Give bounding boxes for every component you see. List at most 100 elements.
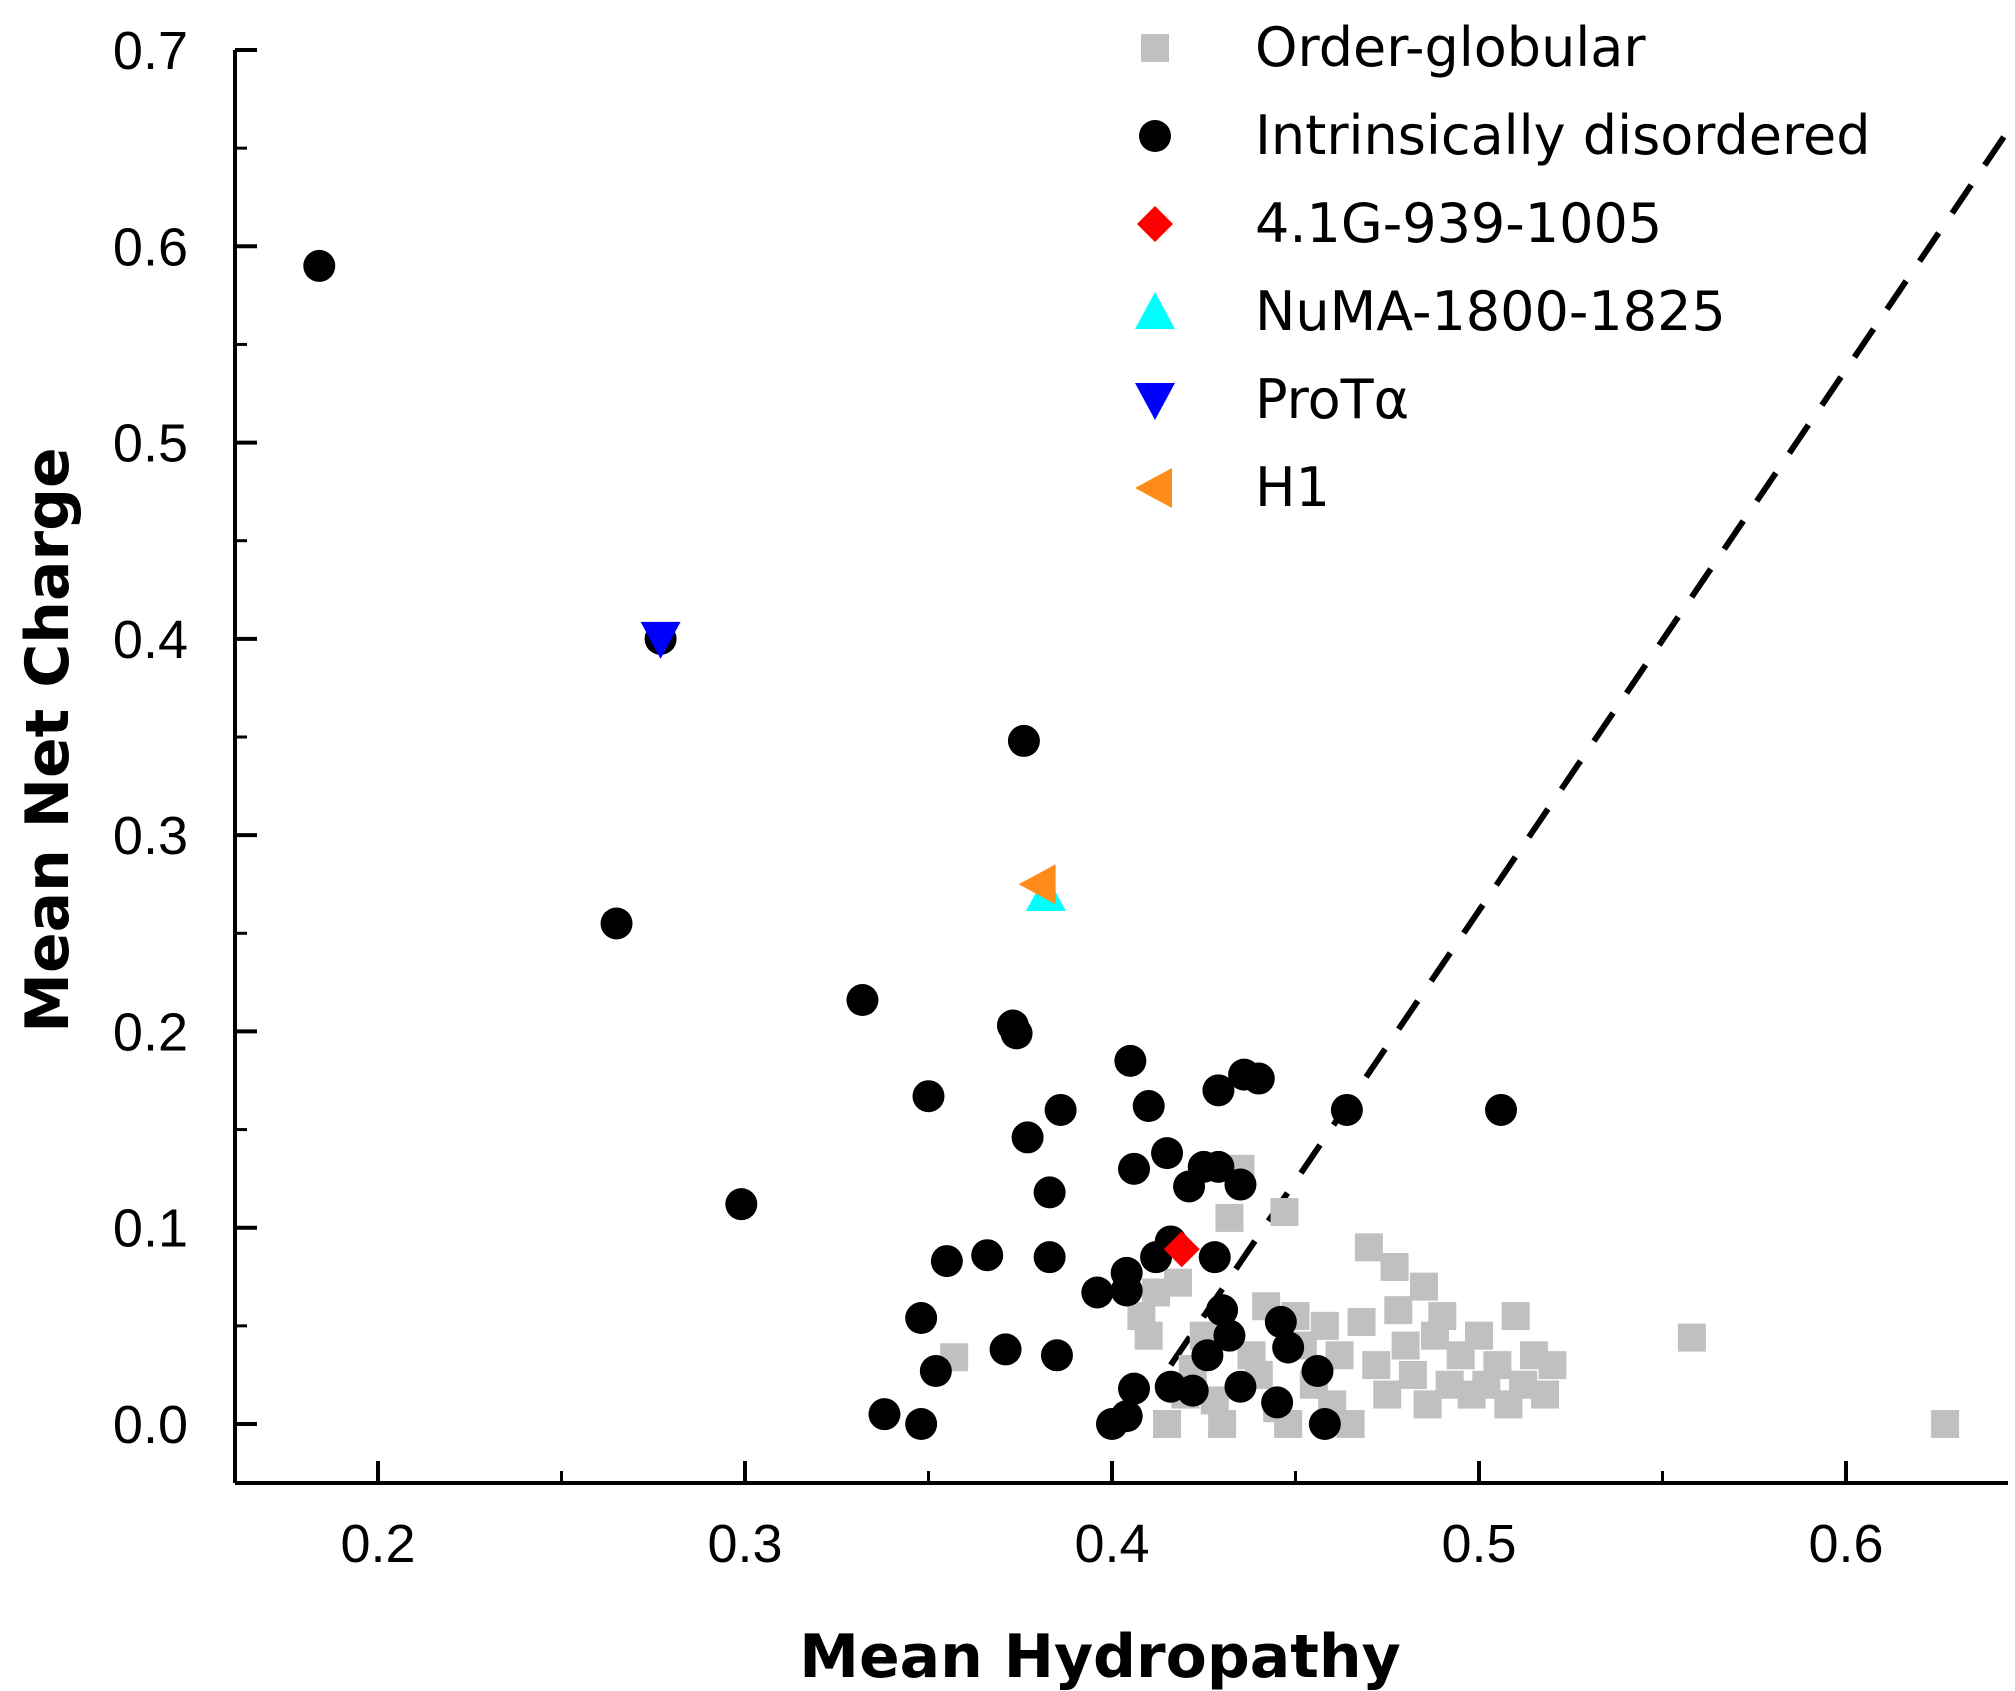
point-intrinsically-disordered: [1264, 1305, 1297, 1338]
boundary-line-group: [1168, 115, 2015, 1367]
point-intrinsically-disordered: [1110, 1274, 1143, 1307]
point-intrinsically-disordered: [1033, 1176, 1066, 1209]
point-order-globular: [1362, 1351, 1391, 1380]
point-intrinsically-disordered: [905, 1408, 938, 1440]
point-intrinsically-disordered: [1151, 1137, 1184, 1170]
point-intrinsically-disordered: [1176, 1374, 1209, 1407]
point-intrinsically-disordered: [1213, 1319, 1246, 1352]
y-tick-label: 0.2: [113, 1002, 188, 1062]
point-intrinsically-disordered: [912, 1080, 945, 1113]
series-intrinsically-disordered: [303, 249, 1518, 1440]
point-order-globular: [1398, 1360, 1427, 1389]
point-intrinsically-disordered: [1224, 1370, 1257, 1403]
point-order-globular: [1538, 1351, 1567, 1380]
x-axis-label: Mean Hydropathy: [799, 1622, 1401, 1691]
y-tick-label: 0.3: [113, 806, 188, 866]
point-order-globular: [1164, 1268, 1193, 1297]
point-intrinsically-disordered: [1040, 1339, 1073, 1372]
point-intrinsically-disordered: [1011, 1121, 1044, 1154]
point-intrinsically-disordered: [600, 907, 633, 940]
x-tick-label: 0.2: [340, 1514, 415, 1574]
point-order-globular: [1428, 1302, 1457, 1331]
point-intrinsically-disordered: [1000, 1017, 1033, 1050]
point-intrinsically-disordered: [1081, 1276, 1114, 1309]
point-intrinsically-disordered: [1118, 1152, 1151, 1185]
point-order-globular: [1354, 1233, 1383, 1262]
legend-label-h1: H1: [1255, 456, 1330, 519]
point-h1: [1018, 864, 1056, 905]
legend-marker-prot-: [1135, 383, 1175, 420]
point-intrinsically-disordered: [930, 1245, 963, 1278]
data-points: [303, 249, 1960, 1440]
point-intrinsically-disordered: [846, 984, 879, 1017]
y-tick-label: 0.4: [113, 610, 188, 670]
y-axis-label: Mean Net Charge: [13, 447, 83, 1032]
legend-marker-numa-1800-1825: [1135, 292, 1175, 329]
point-intrinsically-disordered: [1191, 1339, 1224, 1372]
point-intrinsically-disordered: [1202, 1150, 1235, 1183]
point-intrinsically-disordered: [1132, 1090, 1165, 1123]
point-intrinsically-disordered: [1118, 1372, 1151, 1405]
point-intrinsically-disordered: [1330, 1093, 1363, 1126]
point-order-globular: [1208, 1410, 1237, 1438]
legend-marker-intrinsically-disordered: [1139, 120, 1171, 152]
point-order-globular: [1931, 1410, 1960, 1438]
point-intrinsically-disordered: [725, 1188, 758, 1221]
point-intrinsically-disordered: [1007, 724, 1040, 757]
x-tick-label: 0.5: [1441, 1514, 1516, 1574]
point-order-globular: [1531, 1380, 1560, 1409]
legend-marker-4-1g-939-1005: [1137, 206, 1173, 242]
point-order-globular: [1215, 1203, 1244, 1232]
point-order-globular: [1501, 1302, 1530, 1331]
boundary-dashed-line: [1168, 115, 2015, 1367]
point-order-globular: [1270, 1198, 1299, 1227]
point-order-globular: [1391, 1331, 1420, 1360]
point-intrinsically-disordered: [1301, 1355, 1334, 1388]
point-intrinsically-disordered: [1173, 1170, 1206, 1203]
point-intrinsically-disordered: [1198, 1241, 1231, 1274]
point-order-globular: [1465, 1321, 1493, 1350]
legend-label-intrinsically-disordered: Intrinsically disordered: [1255, 104, 1871, 167]
x-tick-label: 0.3: [707, 1514, 782, 1574]
point-order-globular: [1373, 1380, 1402, 1409]
series-h1: [1018, 864, 1056, 905]
legend-marker-h1: [1135, 468, 1172, 508]
legend-label-order-globular: Order-globular: [1255, 16, 1646, 79]
point-order-globular: [1409, 1272, 1438, 1301]
point-intrinsically-disordered: [1242, 1062, 1275, 1095]
point-intrinsically-disordered: [905, 1302, 938, 1335]
point-order-globular: [1677, 1323, 1706, 1352]
point-intrinsically-disordered: [1485, 1093, 1518, 1126]
point-intrinsically-disordered: [989, 1333, 1022, 1366]
series-prot-: [640, 621, 681, 659]
point-intrinsically-disordered: [868, 1398, 901, 1431]
x-tick-label: 0.6: [1808, 1514, 1883, 1574]
point-intrinsically-disordered: [1033, 1241, 1066, 1274]
y-tick-label: 0.6: [113, 217, 188, 277]
legend-label-4-1g-939-1005: 4.1G-939-1005: [1255, 192, 1662, 255]
y-tick-label: 0.7: [113, 21, 188, 81]
point-intrinsically-disordered: [1202, 1074, 1235, 1107]
point-intrinsically-disordered: [1308, 1408, 1341, 1440]
point-intrinsically-disordered: [1224, 1168, 1257, 1201]
point-order-globular: [1380, 1252, 1409, 1281]
point-intrinsically-disordered: [919, 1355, 952, 1388]
point-intrinsically-disordered: [303, 249, 336, 282]
y-tick-label: 0.1: [113, 1199, 188, 1259]
point-intrinsically-disordered: [971, 1239, 1004, 1272]
point-intrinsically-disordered: [1044, 1093, 1077, 1126]
legend-label-prot-: ProTα: [1255, 368, 1409, 431]
point-intrinsically-disordered: [1206, 1294, 1239, 1327]
legend-marker-order-globular: [1141, 34, 1169, 62]
series-4-1g-939-1005: [1163, 1231, 1200, 1268]
point-order-globular: [1384, 1296, 1413, 1325]
point-order-globular: [1483, 1351, 1512, 1380]
x-tick-label: 0.4: [1074, 1514, 1149, 1574]
y-tick-label: 0.0: [113, 1395, 188, 1455]
point-intrinsically-disordered: [1261, 1386, 1294, 1419]
ticks: 0.0 0.1 0.2 0.3 0.4 0.5 0.6 0.7 0.2 0.3 0.4 0.5 0.6: [113, 21, 1884, 1574]
legend: Order-globular Intrinsically disordered 4.…: [1135, 16, 1871, 519]
y-tick-label: 0.5: [113, 414, 188, 474]
point-order-globular: [1153, 1410, 1182, 1438]
